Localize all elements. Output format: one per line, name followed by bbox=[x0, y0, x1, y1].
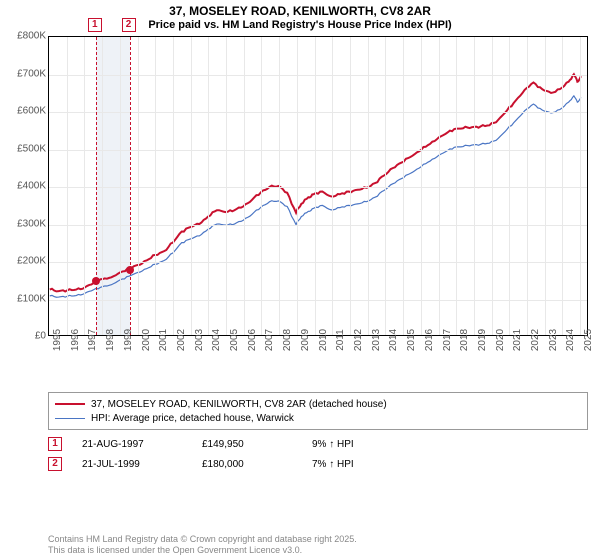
legend-box: 37, MOSELEY ROAD, KENILWORTH, CV8 2AR (d… bbox=[48, 392, 588, 430]
x-axis-label: 2010 bbox=[318, 329, 329, 351]
sale-point bbox=[92, 277, 100, 285]
chart-container: £0£100K£200K£300K£400K£500K£600K£700K£80… bbox=[0, 36, 600, 386]
sale-point bbox=[126, 266, 134, 274]
transaction-row: 1 21-AUG-1997£149,9509% ↑ HPI bbox=[48, 434, 588, 454]
x-axis-label: 2020 bbox=[495, 329, 506, 351]
x-axis-label: 1997 bbox=[87, 329, 98, 351]
y-axis-label: £500K bbox=[2, 143, 46, 154]
transaction-row: 2 21-JUL-1999£180,0007% ↑ HPI bbox=[48, 454, 588, 474]
x-axis-label: 2009 bbox=[300, 329, 311, 351]
x-axis-label: 2018 bbox=[459, 329, 470, 351]
y-axis-label: £400K bbox=[2, 181, 46, 192]
chart-title: 37, MOSELEY ROAD, KENILWORTH, CV8 2AR bbox=[0, 0, 600, 18]
x-axis-label: 2025 bbox=[583, 329, 594, 351]
attribution-text: Contains HM Land Registry data © Crown c… bbox=[48, 534, 588, 557]
x-axis-label: 2024 bbox=[565, 329, 576, 351]
transaction-index: 1 bbox=[48, 437, 62, 451]
x-axis-label: 2011 bbox=[335, 329, 346, 351]
x-axis-label: 2023 bbox=[548, 329, 559, 351]
x-axis-label: 2000 bbox=[141, 329, 152, 351]
y-axis-label: £600K bbox=[2, 106, 46, 117]
x-axis-label: 1999 bbox=[123, 329, 134, 351]
x-axis-label: 2003 bbox=[194, 329, 205, 351]
x-axis-label: 2007 bbox=[264, 329, 275, 351]
plot-area bbox=[48, 36, 588, 336]
y-axis-label: £700K bbox=[2, 68, 46, 79]
x-axis-label: 2004 bbox=[211, 329, 222, 351]
transaction-price: £180,000 bbox=[202, 459, 312, 470]
x-axis-label: 2005 bbox=[229, 329, 240, 351]
transaction-date: 21-JUL-1999 bbox=[82, 459, 202, 470]
x-axis-label: 2019 bbox=[477, 329, 488, 351]
legend-label: 37, MOSELEY ROAD, KENILWORTH, CV8 2AR (d… bbox=[91, 399, 387, 410]
x-axis-label: 2008 bbox=[282, 329, 293, 351]
attribution-line-1: Contains HM Land Registry data © Crown c… bbox=[48, 534, 357, 544]
legend-item: 37, MOSELEY ROAD, KENILWORTH, CV8 2AR (d… bbox=[55, 397, 581, 411]
x-axis-label: 2021 bbox=[512, 329, 523, 351]
y-axis-label: £200K bbox=[2, 256, 46, 267]
x-axis-label: 2013 bbox=[371, 329, 382, 351]
marker-box: 2 bbox=[122, 18, 136, 32]
x-axis-label: 2017 bbox=[442, 329, 453, 351]
x-axis-label: 2022 bbox=[530, 329, 541, 351]
x-axis-label: 2015 bbox=[406, 329, 417, 351]
x-axis-label: 2006 bbox=[247, 329, 258, 351]
attribution-line-2: This data is licensed under the Open Gov… bbox=[48, 545, 302, 555]
transaction-date: 21-AUG-1997 bbox=[82, 439, 202, 450]
y-axis-label: £800K bbox=[2, 31, 46, 42]
x-axis-label: 1998 bbox=[105, 329, 116, 351]
x-axis-label: 1996 bbox=[70, 329, 81, 351]
transaction-index: 2 bbox=[48, 457, 62, 471]
y-axis-label: £0 bbox=[2, 331, 46, 342]
x-axis-label: 2016 bbox=[424, 329, 435, 351]
transaction-price: £149,950 bbox=[202, 439, 312, 450]
legend-label: HPI: Average price, detached house, Warw… bbox=[91, 413, 294, 424]
x-axis-label: 1995 bbox=[52, 329, 63, 351]
transactions-table: 1 21-AUG-1997£149,9509% ↑ HPI 2 21-JUL-1999… bbox=[48, 434, 588, 474]
legend-item: HPI: Average price, detached house, Warw… bbox=[55, 411, 581, 425]
x-axis-label: 2002 bbox=[176, 329, 187, 351]
transaction-delta: 9% ↑ HPI bbox=[312, 439, 412, 450]
marker-box: 1 bbox=[88, 18, 102, 32]
x-axis-label: 2012 bbox=[353, 329, 364, 351]
y-axis-label: £300K bbox=[2, 218, 46, 229]
x-axis-label: 2014 bbox=[388, 329, 399, 351]
x-axis-label: 2001 bbox=[158, 329, 169, 351]
y-axis-label: £100K bbox=[2, 293, 46, 304]
transaction-delta: 7% ↑ HPI bbox=[312, 459, 412, 470]
